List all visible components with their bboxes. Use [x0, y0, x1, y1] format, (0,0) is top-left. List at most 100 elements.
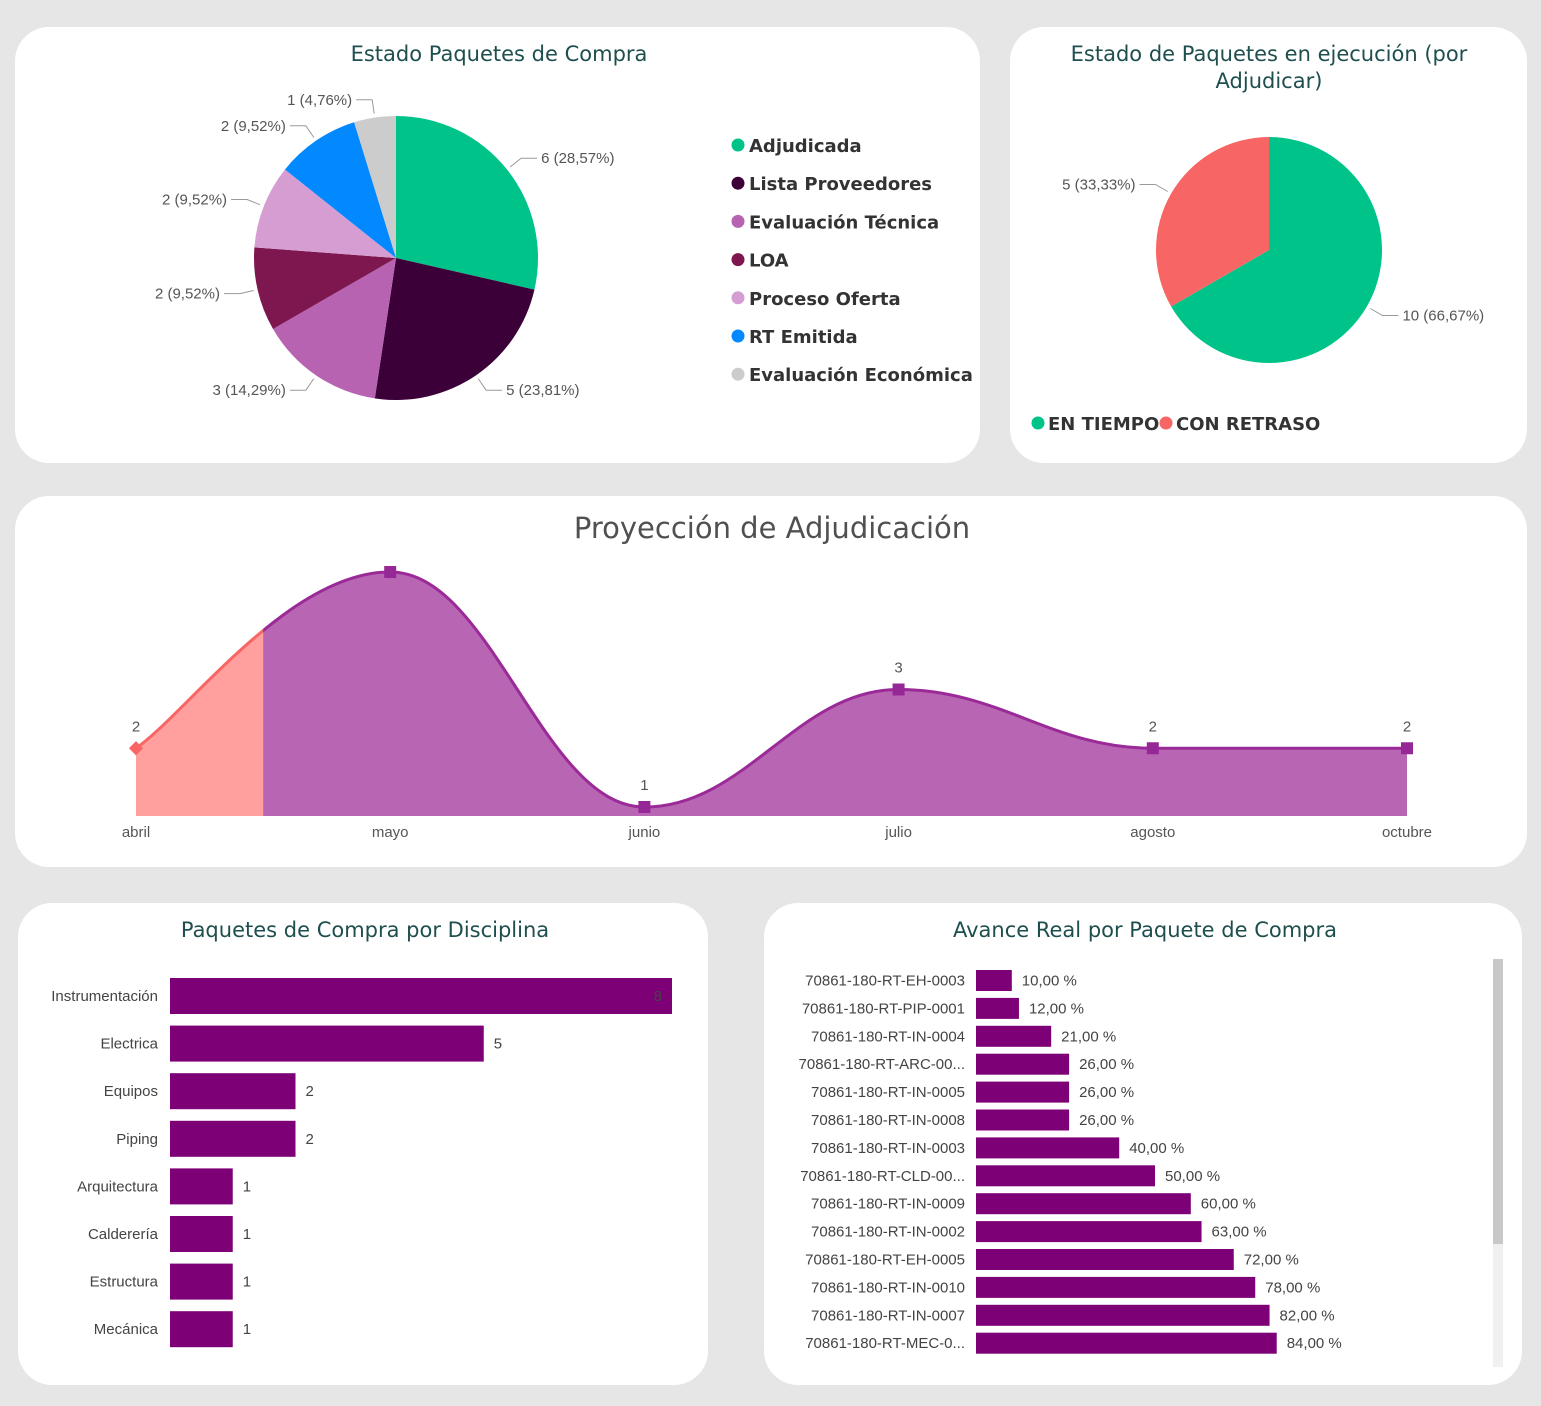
bar-caldereria [170, 1216, 233, 1252]
avance-card: Avance Real por Paquete de Compra 70861-… [764, 903, 1522, 1385]
category-label: 70861-180-RT-IN-0005 [811, 1084, 965, 1101]
legend-marker-adjudicada [731, 138, 745, 152]
chart-title: Proyección de Adjudicación [574, 511, 970, 545]
leader-line [224, 290, 254, 295]
legend-marker-en-tiempo [1031, 416, 1045, 430]
category-label: Instrumentación [51, 988, 158, 1005]
value-label: 12,00 % [1029, 1000, 1084, 1017]
estado-paquetes-chart: Estado Paquetes de Compra 6 (28,57%) 5 (2… [155, 42, 973, 400]
chart-title: Paquetes de Compra por Disciplina [181, 918, 549, 942]
category-label: 70861-180-RT-IN-0010 [811, 1279, 965, 1296]
avance-chart: Avance Real por Paquete de Compra 70861-… [799, 918, 1342, 1354]
value-label: 2 [306, 1083, 314, 1100]
proyeccion-chart: Proyección de Adjudicación 2 abril mayo 1 ju… [122, 511, 1432, 841]
data-point-junio [638, 801, 651, 813]
scrollbar-thumb[interactable] [1493, 959, 1503, 1244]
vertical-scrollbar[interactable] [1493, 959, 1503, 1367]
bar-70861-180-rt-mec-0 [976, 1332, 1277, 1354]
leader-line [1370, 308, 1399, 316]
x-tick-abril: abril [122, 824, 150, 841]
bar-70861-180-rt-in-0008 [976, 1109, 1070, 1131]
value-label: 60,00 % [1201, 1196, 1256, 1213]
estado-ejecucion-chart: Estado de Paquetes en ejecución (por Adj… [1031, 42, 1484, 435]
pie-slice-en-tiempo [1171, 137, 1382, 363]
area-fill [263, 572, 1407, 816]
legend-item-rt-emitida: RT Emitida [749, 327, 858, 348]
bar-70861-180-rt-eh-0005 [976, 1249, 1234, 1270]
chart-title: Estado Paquetes de Compra [351, 42, 648, 66]
bar-70861-180-rt-in-0010 [976, 1276, 1256, 1298]
bar-piping [170, 1120, 296, 1157]
leader-line [509, 157, 538, 168]
data-point-agosto [1146, 742, 1159, 755]
data-label-abril: 2 [132, 718, 140, 735]
bar-70861-180-rt-in-0007 [976, 1304, 1270, 1326]
value-label: 10,00 % [1022, 973, 1077, 990]
pie-slice-proceso-oferta [254, 169, 396, 258]
pie-slice-evaluacion-economica [354, 116, 396, 258]
data-label-junio: 1 [640, 777, 648, 794]
x-tick-agosto: agosto [1130, 824, 1175, 841]
x-tick-julio: julio [884, 824, 912, 841]
category-label: Piping [116, 1131, 158, 1148]
bar-mecanica [170, 1311, 233, 1348]
bar-70861-180-rt-in-0003 [976, 1137, 1120, 1159]
bar-70861-180-rt-in-0002 [976, 1221, 1202, 1243]
category-label: 70861-180-RT-IN-0004 [811, 1028, 965, 1045]
category-label: Mecánica [94, 1321, 159, 1338]
bar-70861-180-rt-in-0004 [976, 1025, 1052, 1047]
legend-item-con-retraso: CON RETRASO [1176, 414, 1320, 435]
chart-title-line-2: Adjudicar) [1216, 69, 1323, 93]
data-point-octubre [1401, 742, 1413, 755]
x-tick-mayo: mayo [372, 824, 409, 841]
bar-70861-180-rt-in-0009 [976, 1193, 1191, 1215]
data-label: 2 (9,52%) [221, 118, 286, 135]
data-label: 10 (66,67%) [1402, 308, 1484, 325]
bar-70861-180-rt-pip-0001 [976, 997, 1019, 1019]
category-label: 70861-180-RT-IN-0007 [811, 1307, 965, 1324]
bar-70861-180-rt-arc-00 [976, 1053, 1070, 1075]
chart-title: Avance Real por Paquete de Compra [953, 918, 1337, 942]
data-label-octubre: 2 [1403, 718, 1411, 735]
data-point-mayo [384, 566, 397, 578]
legend-item-en-tiempo: EN TIEMPO [1048, 414, 1159, 435]
data-point-abril [128, 741, 144, 756]
legend-marker-evaluacion-economica [731, 367, 745, 381]
chart-title-line-1: Estado de Paquetes en ejecución (por [1071, 42, 1468, 66]
pie-slice-loa [253, 247, 396, 329]
data-label: 5 (23,81%) [506, 382, 579, 399]
legend-marker-con-retraso [1159, 416, 1173, 430]
data-label: 2 (9,52%) [162, 192, 227, 209]
x-tick-junio: junio [628, 824, 661, 841]
value-label: 5 [494, 1036, 502, 1053]
data-point-julio [892, 683, 905, 696]
bar-equipos [170, 1073, 296, 1110]
estado-paquetes-card: Estado Paquetes de Compra 6 (28,57%) 5 (2… [15, 27, 980, 463]
category-label: 70861-180-RT-EH-0005 [805, 1252, 965, 1269]
disciplina-card: Paquetes de Compra por Disciplina Instru… [18, 903, 708, 1385]
data-label: 2 (9,52%) [155, 286, 220, 303]
data-label: 6 (28,57%) [541, 150, 614, 167]
value-label: 84,00 % [1287, 1335, 1342, 1352]
estado-ejecucion-card: Estado de Paquetes en ejecución (por Adj… [1010, 27, 1527, 463]
bar-70861-180-rt-eh-0003 [976, 970, 1012, 991]
value-label: 1 [243, 1226, 251, 1243]
leader-line [289, 125, 315, 138]
legend-item-proceso-oferta: Proceso Oferta [749, 289, 901, 310]
leader-line [356, 99, 375, 114]
bar-arquitectura [170, 1168, 233, 1205]
leader-line [477, 378, 503, 391]
category-label: 70861-180-RT-EH-0003 [805, 973, 965, 990]
legend-item-adjudicada: Adjudicada [749, 136, 862, 157]
value-label: 50,00 % [1165, 1168, 1220, 1185]
value-label: 1 [243, 1274, 251, 1291]
category-label: Arquitectura [77, 1178, 159, 1195]
pie-slice-adjudicada [396, 116, 538, 290]
leader-line [289, 378, 315, 391]
value-label: 26,00 % [1079, 1056, 1134, 1073]
bar-70861-180-rt-cld-00 [976, 1165, 1155, 1187]
legend-item-lista-proveedores: Lista Proveedores [749, 174, 932, 195]
value-label: 1 [243, 1178, 251, 1195]
pie-slice-con-retraso [1156, 137, 1269, 307]
value-label: 2 [306, 1131, 314, 1148]
